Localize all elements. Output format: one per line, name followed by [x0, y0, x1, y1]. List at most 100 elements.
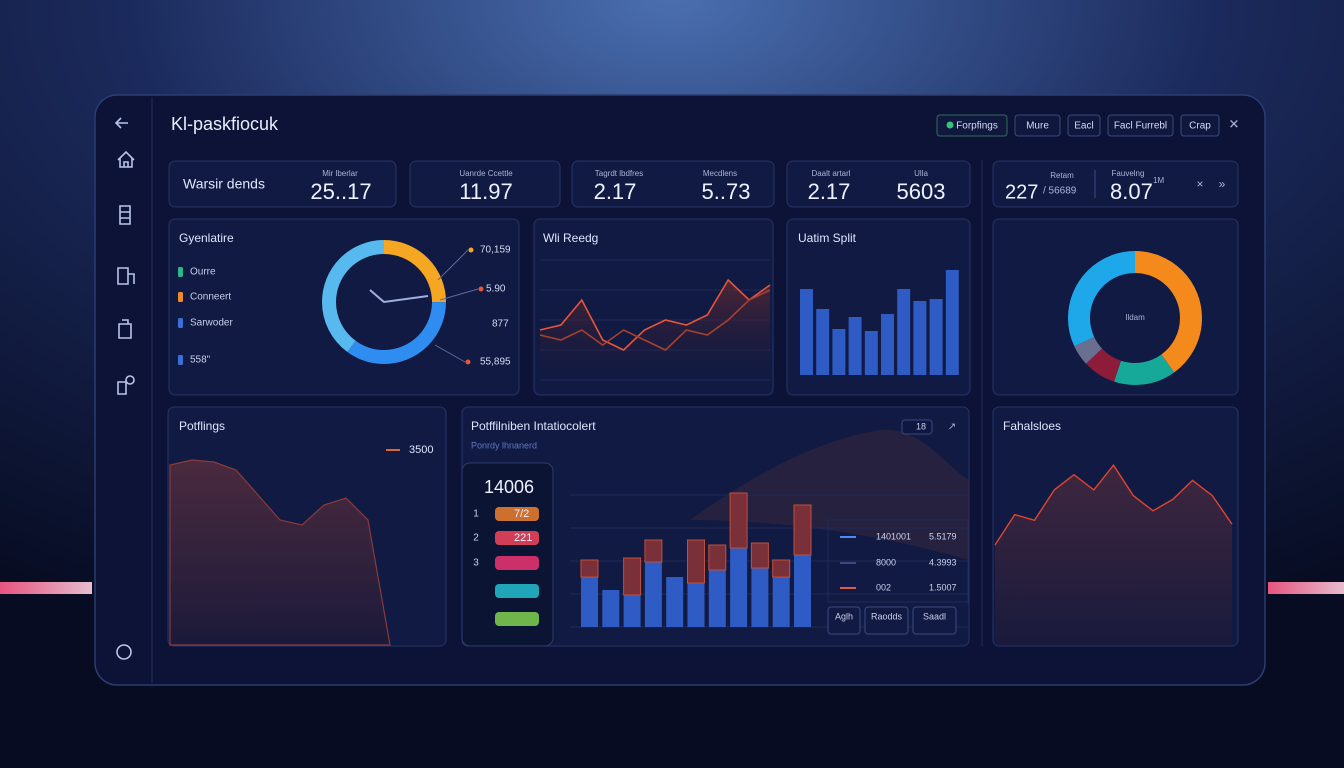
combo-button[interactable]: [827, 606, 861, 635]
callout-label: 877: [492, 319, 509, 330]
combo-button-label: Saadl: [923, 611, 946, 621]
legend-label: Conneert: [190, 292, 231, 303]
bar: [864, 331, 878, 375]
nav-icon[interactable]: [117, 381, 127, 395]
combo-expand[interactable]: ↗: [948, 422, 956, 433]
bar-segment: [708, 544, 727, 571]
legend-label: 1401001: [876, 531, 911, 541]
bar-segment: [581, 577, 598, 627]
stat-icon[interactable]: »: [1219, 177, 1226, 191]
stat-label: Mir lberlar: [322, 169, 358, 178]
row-pill: [495, 584, 539, 598]
line-series: [539, 289, 771, 351]
stat-card: [168, 160, 397, 208]
stat-value: 8.07: [1110, 179, 1153, 204]
stat-value: 25..17: [310, 179, 371, 204]
bar: [848, 317, 862, 375]
stat-value: 5..73: [702, 179, 751, 204]
bar: [929, 299, 943, 375]
legend-value: 1.5007: [929, 582, 957, 592]
combo-button[interactable]: [912, 606, 957, 635]
stat-label: Retam: [1050, 171, 1074, 180]
row-pill: [495, 507, 539, 521]
donut-segment: [1068, 251, 1202, 385]
panel-subtitle: Ponrdy lhnanerd: [471, 440, 537, 450]
stat-card: [409, 160, 561, 208]
bar: [913, 301, 927, 375]
home-icon[interactable]: [117, 150, 135, 168]
legend-label: 558": [190, 355, 211, 366]
nav-icon[interactable]: [125, 375, 135, 385]
row-index: 1: [473, 509, 479, 520]
combo-legend-box: [827, 519, 969, 603]
panel-title: Potflings: [179, 419, 225, 433]
bar-segment: [794, 555, 811, 627]
button-icon: [946, 121, 954, 129]
header-button[interactable]: [1014, 114, 1061, 137]
stat-sup: 1M: [1153, 176, 1164, 185]
callout-label: 55,895: [480, 357, 511, 368]
legend-swatch: [178, 292, 183, 302]
stat-value: 11.97: [459, 179, 512, 204]
stat-value: 5603: [897, 179, 946, 204]
nav-icon[interactable]: [118, 319, 132, 339]
gauge-needle: [369, 289, 429, 304]
glow-strip: [0, 582, 92, 594]
panel-title: Gyenlatire: [179, 231, 234, 245]
header-button-label: Crap: [1189, 121, 1211, 132]
legend-label: 8000: [876, 557, 896, 567]
stat-value: 2.17: [808, 179, 851, 204]
line-series: [539, 278, 771, 351]
nav-icon[interactable]: [119, 205, 131, 225]
bar: [945, 270, 959, 375]
row-pill: [495, 612, 539, 626]
bar-segment: [793, 504, 812, 556]
callout-dot: [478, 286, 484, 292]
bar: [832, 329, 846, 375]
header-button-label: Forpfings: [956, 121, 998, 132]
header-button[interactable]: [1067, 114, 1101, 137]
stat-label: Uanrde Ccettle: [459, 169, 513, 178]
panel-title: Uatim Split: [798, 231, 857, 245]
donut-segment: [322, 240, 446, 364]
header-button[interactable]: [1107, 114, 1174, 137]
bar-segment: [623, 557, 642, 596]
header-button[interactable]: [936, 114, 1008, 137]
callout-label: 70,159: [480, 245, 511, 256]
bar-segment: [772, 559, 791, 578]
legend-value: 5.5179: [929, 531, 957, 541]
bar-segment: [623, 595, 641, 627]
legend-label: Sarwoder: [190, 318, 233, 329]
panel-title: Potffilniben Intatiocolert: [471, 419, 596, 433]
stat-label: Fauvelng: [1112, 169, 1145, 178]
settings-icon[interactable]: [116, 644, 132, 660]
callout-dot: [465, 359, 471, 365]
header-button[interactable]: [1180, 114, 1220, 137]
bar-segment: [730, 548, 748, 627]
bar: [897, 289, 911, 375]
bar-segment: [708, 570, 726, 627]
area: [169, 459, 391, 646]
row-label: 7/2: [514, 508, 529, 520]
gauge-panel: [168, 218, 520, 396]
stat-icon[interactable]: ×: [1196, 177, 1203, 191]
bar-segment: [644, 562, 662, 627]
combo-control[interactable]: [901, 419, 933, 435]
header-button-label: Eacl: [1074, 121, 1093, 132]
back-icon[interactable]: [114, 117, 128, 129]
row-label: 221: [514, 532, 532, 544]
nav-icon[interactable]: [117, 267, 135, 285]
panel-title: Wli Reedg: [543, 231, 598, 245]
line-area: [540, 280, 770, 385]
line-area: [995, 465, 1232, 645]
legend-value: 4.3993: [929, 557, 957, 567]
combo-button[interactable]: [864, 606, 909, 635]
stat-label: Ulla: [914, 169, 928, 178]
bar-segment: [644, 539, 663, 563]
legend-label: 3500: [409, 444, 433, 456]
bar-segment: [666, 577, 684, 627]
stat-label: Mecdlens: [703, 169, 737, 178]
close-icon[interactable]: ✕: [1229, 116, 1240, 131]
bar-segment: [729, 492, 748, 549]
